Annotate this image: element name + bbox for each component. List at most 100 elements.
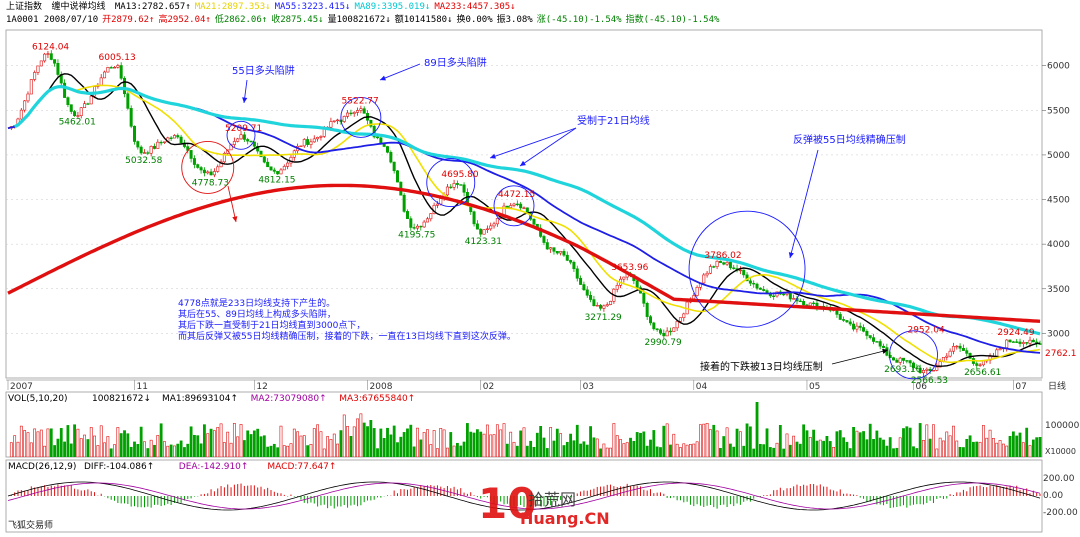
candle xyxy=(272,167,276,174)
candle xyxy=(968,352,972,360)
candle xyxy=(29,79,33,95)
volume-bar xyxy=(612,423,616,457)
moving-average-layer xyxy=(7,73,1041,367)
volume-bar xyxy=(619,439,622,457)
arrow-233-support-head xyxy=(232,216,238,222)
candle xyxy=(572,260,576,272)
arrow-55-resist-head xyxy=(788,252,794,258)
candle xyxy=(159,140,163,146)
volume-bar xyxy=(446,447,449,457)
candle xyxy=(875,341,879,343)
volume-bar xyxy=(89,427,93,457)
volume-bar xyxy=(815,440,819,457)
volume-bar xyxy=(892,448,895,457)
volume-bar xyxy=(495,424,499,457)
volume-bar xyxy=(605,447,609,457)
candle xyxy=(146,150,150,155)
watermark-number: 10 xyxy=(478,479,536,528)
candle xyxy=(862,324,866,333)
candle xyxy=(56,59,60,78)
candle xyxy=(136,140,140,150)
candle xyxy=(276,170,280,175)
volume-bar xyxy=(149,439,153,457)
candle xyxy=(462,182,466,197)
volume-bar xyxy=(858,432,862,457)
volume-bar xyxy=(998,440,1002,457)
volume-bar xyxy=(1015,435,1019,457)
ma-value-2: MA55:3223.415↓ xyxy=(274,2,351,12)
candle xyxy=(978,362,982,367)
volume-bar xyxy=(475,429,479,457)
volume-bar xyxy=(53,445,57,457)
candle xyxy=(582,281,586,291)
volume-bar xyxy=(272,443,276,457)
volume-bar xyxy=(699,424,702,457)
candle xyxy=(838,311,842,321)
volume-bar xyxy=(569,433,573,457)
price-label-11: 4472.15 xyxy=(498,190,535,200)
volume-bar xyxy=(29,442,33,457)
volume-bar xyxy=(39,429,43,457)
volume-bar xyxy=(382,438,386,457)
candle xyxy=(306,136,310,147)
candle xyxy=(532,218,536,227)
candle xyxy=(951,342,955,355)
x-tick-label-6: 04 xyxy=(696,382,708,392)
volume-bar xyxy=(579,443,582,457)
volume-bar xyxy=(456,442,459,457)
macd-value-1: DEA:-142.910↑ xyxy=(179,462,249,472)
volume-bar xyxy=(715,430,719,457)
candle xyxy=(649,314,653,326)
candle xyxy=(732,264,736,270)
volume-bar xyxy=(1025,427,1029,457)
volume-bar xyxy=(542,437,546,457)
volume-bar xyxy=(792,435,796,457)
arrow-89-trap-head xyxy=(380,75,386,81)
ma-value-3: MA89:3395.019↓ xyxy=(354,2,431,12)
candle xyxy=(898,356,902,366)
volume-bar xyxy=(489,434,493,457)
volume-bar xyxy=(679,447,682,457)
volume-bar xyxy=(659,447,662,457)
candle xyxy=(599,303,603,311)
candle xyxy=(545,239,549,250)
volume-bar xyxy=(709,429,712,457)
candle xyxy=(359,105,363,114)
volume-bar xyxy=(502,423,506,457)
volume-bar xyxy=(732,446,736,457)
candle xyxy=(39,60,43,67)
volume-bar xyxy=(778,424,782,457)
candle xyxy=(475,220,479,230)
volume-bar xyxy=(59,428,63,457)
volume-bar xyxy=(183,447,186,457)
candle xyxy=(69,104,73,115)
candle xyxy=(842,316,846,322)
volume-bar xyxy=(575,424,579,457)
candle xyxy=(712,265,716,269)
candle xyxy=(705,271,709,278)
ohlc-value-3: 低2862.06↑ xyxy=(214,15,268,25)
candle xyxy=(848,318,852,326)
candle xyxy=(868,335,872,340)
volume-bar xyxy=(622,443,626,457)
volume-bar xyxy=(838,430,842,457)
volume-bar xyxy=(735,428,739,457)
candle xyxy=(206,170,210,175)
volume-bar xyxy=(1005,445,1009,457)
arrow-21-b-head xyxy=(520,160,526,166)
volume-bar xyxy=(795,441,799,457)
volume-bar xyxy=(515,445,519,457)
candle xyxy=(718,260,722,263)
explanation-line-3: 而其后反弹又被55日均线精确压制，接着的下跌，一直在13日均线下直到这次反弹。 xyxy=(178,330,516,342)
candle xyxy=(931,369,935,372)
volume-bar xyxy=(902,428,905,457)
volume-bar xyxy=(126,433,130,457)
candle xyxy=(908,359,912,367)
volume-bar xyxy=(835,431,839,457)
candle xyxy=(429,213,433,222)
volume-bar xyxy=(675,443,679,457)
volume-bar xyxy=(306,445,310,457)
volume-bar xyxy=(206,433,210,457)
ohlc-value-0: 1A0001 2008/07/10 xyxy=(6,15,99,25)
volume-bar xyxy=(685,444,689,457)
